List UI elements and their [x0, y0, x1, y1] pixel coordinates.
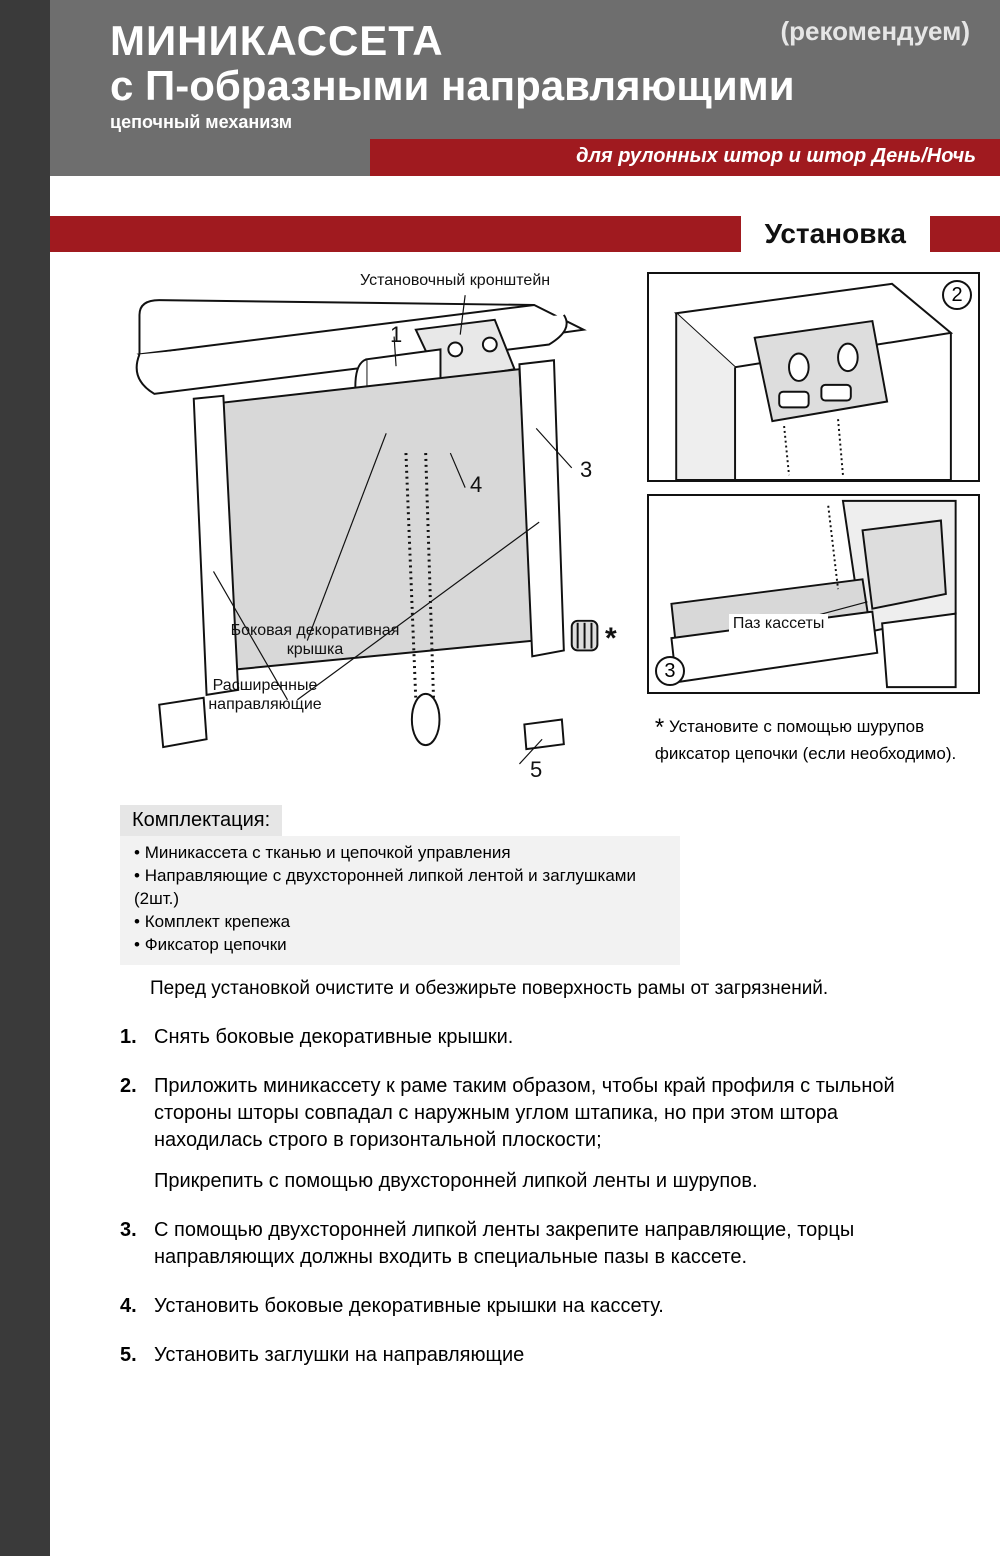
step-circle-3: 3	[655, 656, 685, 686]
detail-box-2: 2	[647, 272, 980, 482]
step-text: С помощью двухсторонней липкой ленты зак…	[154, 1217, 950, 1271]
detail-2-svg	[649, 274, 978, 480]
diagram-side-column: 2	[647, 272, 980, 797]
label-guides: Расширенные направляющие	[190, 677, 340, 714]
section-bar-red-right	[930, 216, 1000, 252]
section-bar-red-left	[50, 216, 741, 252]
left-margin-strip	[0, 0, 50, 1556]
callout-5: 5	[530, 757, 542, 783]
step-text: Снять боковые декоративные крышки.	[154, 1024, 513, 1051]
asterisk-symbol: *	[655, 714, 664, 741]
callout-1: 1	[390, 322, 402, 348]
step-text: Установить заглушки на направляющие	[154, 1342, 524, 1369]
detail-box-3: 3 Паз кассеты	[647, 494, 980, 694]
step-para: Приложить миникассету к раме таким образ…	[154, 1073, 950, 1154]
kit-item: • Фиксатор цепочки	[134, 934, 666, 957]
kit-list: • Миникассета с тканью и цепочкой управл…	[120, 836, 680, 965]
step: 3. С помощью двухсторонней липкой ленты …	[120, 1217, 950, 1271]
kit-item: • Комплект крепежа	[134, 911, 666, 934]
recommend-badge: (рекомендуем)	[780, 16, 970, 47]
kit-item: • Направляющие с двухсторонней липкой ле…	[134, 865, 666, 911]
section-title: Установка	[741, 216, 930, 252]
callout-3: 3	[580, 457, 592, 483]
kit-item: • Миникассета с тканью и цепочкой управл…	[134, 842, 666, 865]
kit-item-text: Направляющие с двухсторонней липкой лент…	[134, 866, 636, 908]
step-para: Установить заглушки на направляющие	[154, 1342, 524, 1369]
step-para: Установить боковые декоративные крышки н…	[154, 1293, 664, 1320]
step: 2. Приложить миникассету к раме таким об…	[120, 1073, 950, 1195]
asterisk-note-text: Установите с помощью шурупов фиксатор це…	[655, 717, 956, 763]
step-number: 1.	[120, 1024, 154, 1051]
kit-item-text: Миникассета с тканью и цепочкой управлен…	[145, 843, 511, 862]
install-steps: 1. Снять боковые декоративные крышки. 2.…	[120, 1024, 950, 1391]
title-line-2: с П-образными направляющими	[110, 64, 970, 108]
section-title-bar: Установка	[50, 216, 1000, 252]
label-bracket: Установочный кронштейн	[360, 272, 550, 290]
step-number: 3.	[120, 1217, 154, 1271]
label-side-cover: Боковая декоративная крышка	[220, 622, 410, 659]
step-number: 4.	[120, 1293, 154, 1320]
detail-3-svg	[649, 496, 978, 692]
step-para: Прикрепить с помощью двухсторонней липко…	[154, 1168, 950, 1195]
header: (рекомендуем) МИНИКАССЕТА с П-образными …	[50, 0, 1000, 176]
step-text: Установить боковые декоративные крышки н…	[154, 1293, 664, 1320]
callout-4: 4	[470, 472, 482, 498]
step-text: Приложить миникассету к раме таким образ…	[154, 1073, 950, 1195]
step-number: 2.	[120, 1073, 154, 1195]
asterisk-main: *	[605, 622, 617, 656]
content-column: (рекомендуем) МИНИКАССЕТА с П-образными …	[50, 0, 1000, 1556]
asterisk-note: * Установите с помощью шурупов фиксатор …	[647, 706, 980, 765]
label-groove: Паз кассеты	[729, 614, 828, 634]
step-para: С помощью двухсторонней липкой ленты зак…	[154, 1217, 950, 1271]
header-bottom-row: для рулонных штор и штор День/Ночь	[110, 139, 970, 176]
kit-item-text: Фиксатор цепочки	[145, 935, 287, 954]
step-para: Снять боковые декоративные крышки.	[154, 1024, 513, 1051]
step: 1. Снять боковые декоративные крышки.	[120, 1024, 950, 1051]
subtitle: цепочный механизм	[110, 112, 970, 133]
kit-section: Комплектация: • Миникассета с тканью и ц…	[120, 805, 970, 965]
main-diagram-svg	[100, 272, 633, 792]
step: 4. Установить боковые декоративные крышк…	[120, 1293, 950, 1320]
diagram-area: Установочный кронштейн 1 3 4 5 * Боковая…	[50, 264, 1000, 797]
red-subheader-bar: для рулонных штор и штор День/Ночь	[370, 139, 1000, 176]
pre-install-note: Перед установкой очистите и обезжирьте п…	[150, 977, 970, 1002]
step: 5. Установить заглушки на направляющие	[120, 1342, 950, 1369]
kit-title: Комплектация:	[120, 805, 282, 836]
step-number: 5.	[120, 1342, 154, 1369]
diagram-main: Установочный кронштейн 1 3 4 5 * Боковая…	[100, 272, 633, 797]
page: (рекомендуем) МИНИКАССЕТА с П-образными …	[0, 0, 1000, 1556]
kit-item-text: Комплект крепежа	[145, 912, 290, 931]
